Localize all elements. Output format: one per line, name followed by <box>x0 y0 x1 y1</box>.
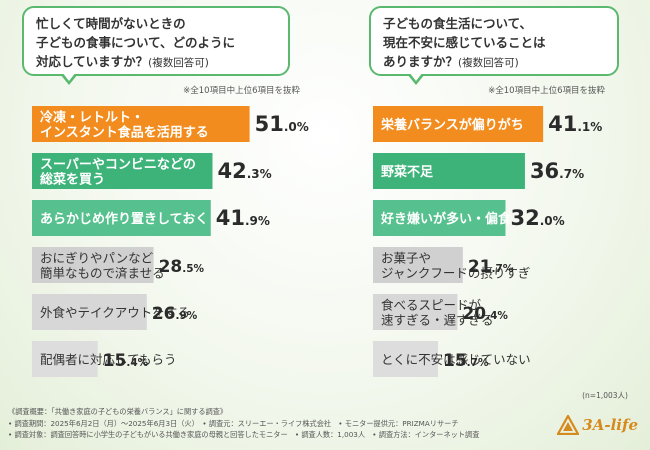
bar <box>373 153 525 189</box>
question-bubble: 忙しくて時間がないときの 子どもの食事について、どのように 対応していますか？(… <box>22 6 290 85</box>
value-label: 21.7% <box>468 257 514 277</box>
category-label: おにぎりやパンなど <box>40 251 154 266</box>
bar <box>373 106 544 142</box>
category-label: 栄養バランスが偏りがち <box>380 117 524 133</box>
survey-footer: 《調査概要：「共働き家庭の子どもの栄養バランス」に関する調査》 • 調査期間：2… <box>8 406 568 441</box>
bar <box>32 153 213 189</box>
note-text: ※全10項目中上位6項目を抜粋 <box>183 86 300 96</box>
bar <box>32 200 211 236</box>
category-label: ジャンクフードの摂りすぎ <box>381 266 530 281</box>
right-chart-panel: 子どもの食生活について、 現在不安に感じていることは ありますか？(複数回答可)… <box>325 0 650 400</box>
brand-logo: 3A-life <box>557 412 638 438</box>
logo-triangle-icon <box>557 415 580 435</box>
category-label: 野菜不足 <box>381 164 434 180</box>
bar <box>373 341 438 377</box>
value-label: 20.4% <box>462 304 508 324</box>
value-label: 42.3% <box>217 159 271 183</box>
bar <box>373 294 458 330</box>
note-text: ※全10項目中上位6項目を抜粋 <box>488 86 605 96</box>
bubble-tail <box>407 72 425 85</box>
bar <box>373 200 506 236</box>
bar-chart-right: 栄養バランスが偏りがち 41.1% 野菜不足 36.7% 好き嫌いが多い・偏食 32.0%… <box>373 106 602 377</box>
question-text: 忙しくて時間がないときの 子どもの食事について、どのように 対応していますか？(… <box>36 14 276 73</box>
category-label: 好き嫌いが多い・偏食 <box>380 211 512 227</box>
category-label: あらかじめ作り置きしておく <box>40 211 208 227</box>
value-label: 28.5% <box>159 257 205 277</box>
question-text: 子どもの食生活について、 現在不安に感じていることは ありますか？(複数回答可) <box>383 14 605 73</box>
footer-line: • 調査期間：2025年6月2日（月）～2025年6月3日（火） • 調査元：ス… <box>8 418 459 428</box>
bubble-tail <box>60 72 78 85</box>
category-label: 簡単なもので済ませる <box>40 266 165 281</box>
value-label: 36.7% <box>530 159 584 183</box>
value-label: 32.0% <box>510 206 564 230</box>
value-label: 41.1% <box>548 112 602 136</box>
logo-text: 3A-life <box>582 416 638 434</box>
question-suffix: (複数回答可) <box>458 57 519 69</box>
value-label: 15.7% <box>443 351 489 371</box>
question-main: 忙しくて時間がないときの 子どもの食事について、どのように 対応していますか？ <box>36 16 236 69</box>
left-chart-panel: 忙しくて時間がないときの 子どもの食事について、どのように 対応していますか？(… <box>0 0 325 400</box>
category-label: お菓子や <box>381 251 431 266</box>
question-suffix: (複数回答可) <box>148 57 209 69</box>
value-label: 51.0% <box>255 112 309 136</box>
value-label: 41.9% <box>216 206 270 230</box>
sample-size: (n=1,003人) <box>582 391 628 400</box>
value-label: 15.4% <box>103 351 149 371</box>
question-main: 子どもの食生活について、 現在不安に感じていることは ありますか？ <box>383 16 546 69</box>
category-label: インスタント食品を活用する <box>40 125 209 141</box>
category-label: とくに不安は感じていない <box>381 352 531 367</box>
bar <box>32 341 98 377</box>
category-label: スーパーやコンビニなどの <box>40 157 196 173</box>
category-label: 速すぎる・遅すぎる <box>381 313 494 328</box>
question-bubble: 子どもの食生活について、 現在不安に感じていることは ありますか？(複数回答可) <box>369 6 619 85</box>
category-label: 外食やテイクアウトをする <box>40 305 190 320</box>
bar <box>373 247 463 283</box>
bar <box>32 106 250 142</box>
footer-line: • 調査対象：調査回答時に小学生の子どもがいる共働き家庭の母親と回答したモニター… <box>8 430 480 439</box>
category-label: 冷凍・レトルト・ <box>40 110 144 126</box>
bar <box>32 247 154 283</box>
category-label: 総菜を買う <box>40 172 105 188</box>
bar <box>32 294 147 330</box>
value-label: 26.9% <box>152 304 198 324</box>
category-label: 配偶者に対応してもらう <box>40 352 177 367</box>
footer-line: 《調査概要：「共働き家庭の子どもの栄養バランス」に関する調査》 <box>8 407 228 416</box>
category-label: 食べるスピードが <box>381 298 482 313</box>
bar-chart-left: 冷凍・レトルト・インスタント食品を活用する 51.0% スーパーやコンビニなどの総菜… <box>32 106 309 377</box>
